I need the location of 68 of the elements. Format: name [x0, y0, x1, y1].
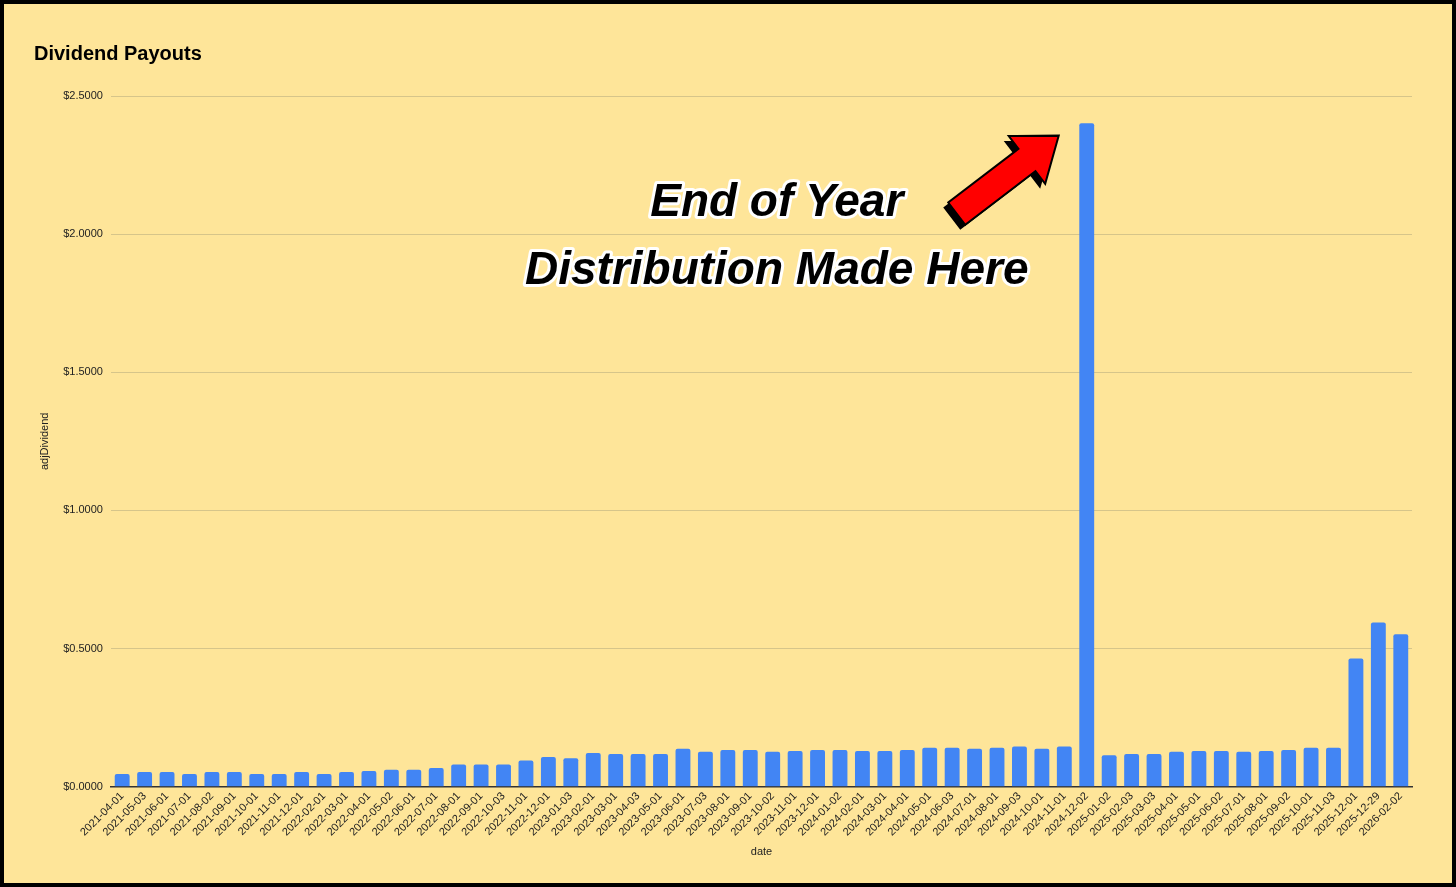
bar: [226, 772, 242, 787]
y-tick-label: $1.5000: [63, 365, 103, 378]
x-axis-title: date: [750, 845, 773, 858]
bar: [630, 754, 646, 787]
bar: [989, 747, 1005, 787]
bar: [518, 760, 534, 787]
bar: [608, 754, 624, 787]
bar: [1124, 754, 1140, 787]
bar: [944, 747, 960, 787]
bar: [383, 769, 399, 787]
bar: [473, 764, 489, 787]
bar: [361, 770, 377, 787]
bar: [653, 754, 668, 787]
bar: [1191, 751, 1207, 787]
bar: [697, 751, 713, 787]
bar: [1281, 749, 1297, 787]
bar: [114, 773, 130, 787]
bar: [810, 749, 825, 787]
bar: [1034, 748, 1050, 787]
bar: [1326, 747, 1341, 787]
bar: [854, 751, 870, 787]
bar: [249, 773, 265, 787]
bar: [1258, 751, 1274, 787]
bar: [1236, 751, 1252, 787]
bar: [1012, 746, 1027, 787]
bar: [540, 757, 556, 787]
bar: [1169, 751, 1184, 787]
bar: [922, 747, 938, 787]
bar: [406, 769, 422, 787]
chart-title: Dividend Payouts: [34, 41, 202, 64]
bar: [1079, 123, 1095, 787]
bar: [451, 764, 467, 787]
annotation: End of Year Distribution Made Here: [524, 174, 1029, 295]
bar: [159, 772, 175, 787]
bar: [137, 772, 153, 787]
bar: [675, 748, 691, 787]
y-tick-label: $0.5000: [63, 641, 103, 654]
bar: [204, 772, 220, 787]
bar: [294, 772, 310, 787]
bar: [899, 749, 915, 787]
bar: [1146, 754, 1162, 787]
bar: [496, 764, 511, 787]
bar: [1056, 746, 1072, 787]
bar: [1348, 658, 1364, 787]
y-tick-label: $2.0000: [63, 227, 103, 240]
bar: [1303, 747, 1319, 787]
y-tick-label: $1.0000: [63, 503, 103, 516]
bar: [1370, 622, 1386, 787]
bar: [720, 749, 736, 787]
bar: [1393, 634, 1409, 787]
bar: [339, 772, 354, 787]
bar: [1213, 751, 1229, 787]
bar: [316, 773, 332, 787]
bar: [832, 749, 848, 787]
bar: [271, 773, 287, 787]
bar: [787, 751, 803, 787]
bar: [585, 752, 601, 787]
bar: [182, 773, 197, 787]
bar: [428, 767, 444, 787]
bar: [765, 751, 781, 787]
bar: [967, 748, 983, 787]
bar: [877, 751, 893, 787]
y-tick-label: $0.0000: [63, 779, 103, 792]
y-tick-label: $2.5000: [63, 89, 103, 102]
y-axis-title: adjDividend: [37, 412, 50, 471]
bar: [1101, 755, 1117, 787]
bar: [742, 749, 758, 787]
bar: [563, 758, 579, 787]
